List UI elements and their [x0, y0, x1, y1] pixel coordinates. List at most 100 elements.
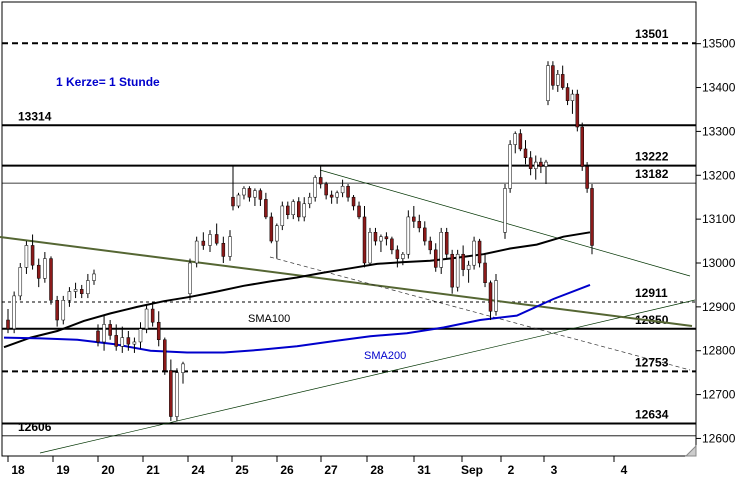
candle-body: [242, 188, 246, 196]
candle-body: [368, 232, 372, 264]
candle-body: [138, 328, 143, 343]
x-tick-label: 31: [417, 463, 431, 477]
y-tick-label: 13500: [702, 37, 736, 51]
candle-body: [302, 203, 306, 218]
candle: [513, 131, 517, 154]
candle-body: [163, 339, 167, 371]
candle-body: [335, 192, 339, 198]
sma100-label: SMA100: [248, 313, 290, 325]
level-label-13222: 13222: [635, 150, 669, 164]
candle: [18, 262, 23, 301]
candle: [461, 245, 465, 277]
candle: [49, 256, 53, 305]
candle-body: [30, 245, 35, 266]
level-label-12753: 12753: [635, 355, 669, 369]
candle: [231, 165, 235, 211]
candle-body: [406, 216, 411, 255]
candle: [102, 315, 106, 351]
candle-body: [67, 291, 72, 301]
candle: [318, 165, 323, 189]
candle: [565, 83, 570, 106]
candle-body: [503, 188, 507, 233]
candle: [401, 252, 405, 266]
candle-body: [156, 321, 161, 341]
candle-body: [329, 194, 334, 198]
candle: [483, 254, 487, 288]
candle: [43, 252, 47, 283]
candle-body: [450, 253, 454, 288]
candle: [450, 249, 454, 294]
candle-body: [144, 308, 149, 330]
candle: [544, 159, 548, 185]
sma100-line: [3, 231, 591, 349]
candle-body: [236, 194, 241, 207]
candle: [395, 245, 400, 268]
candle: [73, 282, 78, 299]
candle-body: [61, 300, 66, 321]
candle: [6, 309, 10, 334]
candle: [313, 175, 317, 202]
candle: [455, 249, 460, 292]
candle: [55, 295, 59, 327]
candle-body: [472, 240, 476, 266]
candle: [472, 236, 476, 270]
candle: [362, 205, 367, 268]
candle: [466, 260, 471, 283]
candle-body: [36, 264, 41, 279]
candle: [201, 232, 206, 250]
candle: [560, 65, 565, 90]
candle: [539, 157, 543, 174]
candle: [269, 212, 274, 244]
candle-body: [24, 245, 29, 268]
x-tick-label: Sep: [461, 463, 483, 477]
candle: [258, 188, 263, 206]
y-tick-label: 12600: [702, 431, 736, 445]
candle: [590, 184, 594, 255]
candle: [175, 368, 179, 421]
candle-body: [483, 262, 487, 283]
candle-body: [291, 201, 296, 215]
y-tick-label: 13200: [702, 168, 736, 182]
candle: [406, 210, 411, 259]
long-resistance-line: [0, 236, 693, 327]
candle: [242, 186, 246, 200]
candle: [488, 280, 493, 321]
support-trendline: [39, 299, 696, 454]
candle: [508, 140, 512, 193]
candle: [214, 223, 219, 246]
candle: [36, 258, 41, 288]
x-tick-label: 24: [191, 463, 205, 477]
candle: [132, 337, 137, 353]
candle-body: [108, 324, 112, 336]
candle-body: [518, 133, 523, 150]
candle: [114, 324, 118, 351]
candle-body: [508, 144, 512, 189]
level-label-13314: 13314: [18, 109, 52, 123]
candle-body: [12, 295, 16, 330]
candle: [417, 214, 422, 233]
candle: [534, 155, 538, 180]
candle-body: [340, 185, 345, 194]
candle-body: [494, 280, 498, 312]
candle: [433, 243, 438, 272]
candle: [580, 122, 584, 171]
candle: [494, 273, 498, 316]
candle-body: [188, 262, 192, 294]
candle-body: [551, 65, 555, 86]
candle-body: [513, 133, 517, 145]
candle: [163, 337, 167, 375]
candle-body: [181, 363, 185, 373]
candle: [30, 234, 35, 270]
x-tick-label: 3: [551, 463, 558, 477]
candle-body: [362, 216, 367, 264]
candle-body: [423, 227, 427, 242]
candle-body: [43, 258, 47, 279]
candle-body: [412, 216, 416, 222]
candle-body: [297, 201, 301, 218]
candle: [138, 322, 143, 349]
candle-body: [570, 93, 575, 101]
x-tick-label: 20: [101, 463, 115, 477]
candle-body: [539, 161, 543, 167]
candle: [379, 234, 383, 253]
plot-area: [1, 1, 697, 457]
